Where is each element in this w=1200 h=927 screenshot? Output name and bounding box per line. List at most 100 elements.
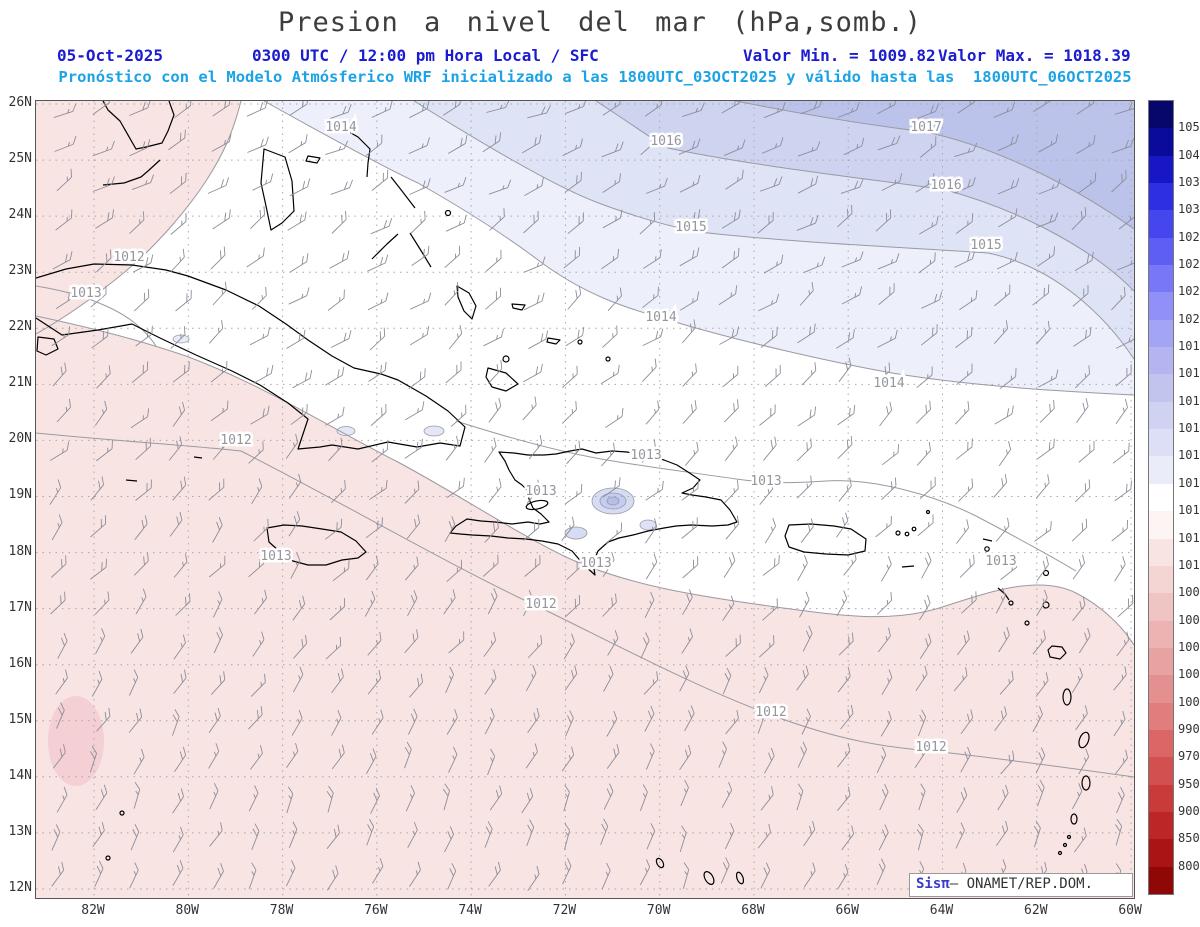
wind-barb — [96, 249, 112, 273]
wind-barb — [1038, 134, 1059, 153]
wind-barb — [407, 708, 418, 735]
contour-1014 — [263, 101, 1134, 396]
colorbar-label: 950 — [1178, 776, 1200, 791]
florida-keys — [102, 159, 161, 186]
contour-label: 1014 — [873, 376, 904, 391]
puerto-rico-coastline — [784, 523, 867, 556]
st-martin — [984, 546, 990, 552]
wind-barb — [875, 515, 892, 538]
wind-barb — [445, 214, 467, 232]
andros-island — [260, 148, 295, 231]
lat-tick-label: 24N — [8, 207, 32, 223]
wind-barb — [128, 708, 143, 733]
wind-barb — [602, 477, 621, 498]
wind-barb — [56, 702, 65, 729]
colorbar-segment — [1149, 183, 1173, 211]
little-inagua — [502, 355, 510, 363]
wind-barb — [172, 401, 186, 427]
page-title: Presion a nivel del mar (hPa,somb.) — [278, 7, 922, 38]
wind-barb — [445, 361, 462, 384]
wind-barb — [404, 480, 420, 504]
wind-barb — [251, 478, 263, 505]
wind-barb — [796, 475, 812, 499]
wind-barb — [797, 141, 821, 157]
crooked-acklins — [456, 285, 477, 320]
wind-barb — [444, 282, 459, 306]
wind-barb — [567, 212, 584, 235]
wind-barb — [563, 633, 575, 660]
wind-barb — [681, 479, 699, 501]
wind-barb — [796, 665, 809, 691]
wind-barb — [444, 245, 461, 269]
wind-barb — [639, 784, 648, 811]
wind-barb — [91, 327, 109, 349]
wind-barb — [758, 635, 775, 658]
wind-barb — [878, 824, 889, 851]
florida-coastline — [102, 101, 175, 150]
eleuthera — [343, 128, 371, 178]
wind-barb — [328, 437, 343, 462]
wind-barb — [1037, 246, 1056, 267]
wind-barb — [796, 215, 819, 231]
wind-barb — [1072, 284, 1089, 307]
wind-barb — [326, 865, 339, 891]
wind-barb — [837, 667, 851, 693]
shade-1017-plus — [736, 101, 1134, 229]
hispaniola-coastline — [449, 448, 738, 576]
new-providence — [305, 155, 321, 164]
wind-barb — [484, 669, 497, 695]
wind-barb — [801, 362, 817, 386]
wind-barb — [762, 598, 778, 621]
wind-barb — [525, 743, 538, 769]
wind-barb — [92, 140, 115, 157]
wind-barb — [601, 325, 618, 348]
wind-barb — [800, 101, 823, 115]
shade-low-deep — [48, 696, 104, 786]
wind-barb — [524, 177, 544, 196]
wind-barb — [330, 480, 346, 504]
watermark-text: – ONAMET/REP.DOM. — [949, 876, 1094, 892]
wind-barb — [448, 631, 465, 654]
wind-barb — [957, 101, 976, 114]
wind-barb — [803, 862, 816, 888]
wind-barb — [682, 400, 697, 424]
grenadines-1 — [1066, 834, 1072, 840]
wind-barb — [564, 172, 583, 193]
wind-barb — [875, 362, 891, 386]
san-salvador — [444, 209, 452, 217]
max-value-label: Valor Max. = 1018.39 — [938, 46, 1131, 65]
wind-barb — [168, 129, 186, 151]
wind-barb — [799, 591, 810, 618]
wind-barb — [959, 554, 975, 578]
wind-barb — [994, 284, 1011, 307]
wind-barb — [918, 252, 936, 274]
wind-barb — [95, 628, 106, 655]
wind-barb — [725, 710, 739, 735]
wind-barb — [285, 433, 299, 459]
wind-barb — [250, 673, 266, 697]
wind-barb — [521, 134, 542, 154]
wind-barb — [762, 554, 780, 576]
wind-barb — [877, 627, 891, 653]
wind-barb — [292, 666, 304, 693]
wind-barb — [404, 556, 419, 581]
wind-barb — [916, 442, 931, 466]
colorbar-label: 1000 — [1178, 694, 1200, 709]
wind-barb — [916, 823, 924, 851]
wind-barb — [564, 483, 583, 505]
wind-barb — [679, 291, 700, 311]
wind-barb — [1116, 631, 1130, 657]
wind-barb — [51, 824, 61, 851]
wind-barb — [681, 102, 705, 118]
wind-barb — [797, 741, 807, 768]
wind-barb — [565, 710, 574, 737]
wind-barb — [132, 254, 154, 273]
wind-barb — [799, 282, 814, 306]
wind-barb — [841, 825, 855, 851]
wind-barb — [680, 779, 689, 807]
colorbar-segment — [1149, 101, 1173, 129]
wind-barb — [133, 748, 145, 775]
wind-barb — [837, 101, 860, 118]
colorbar-segment — [1149, 839, 1173, 867]
